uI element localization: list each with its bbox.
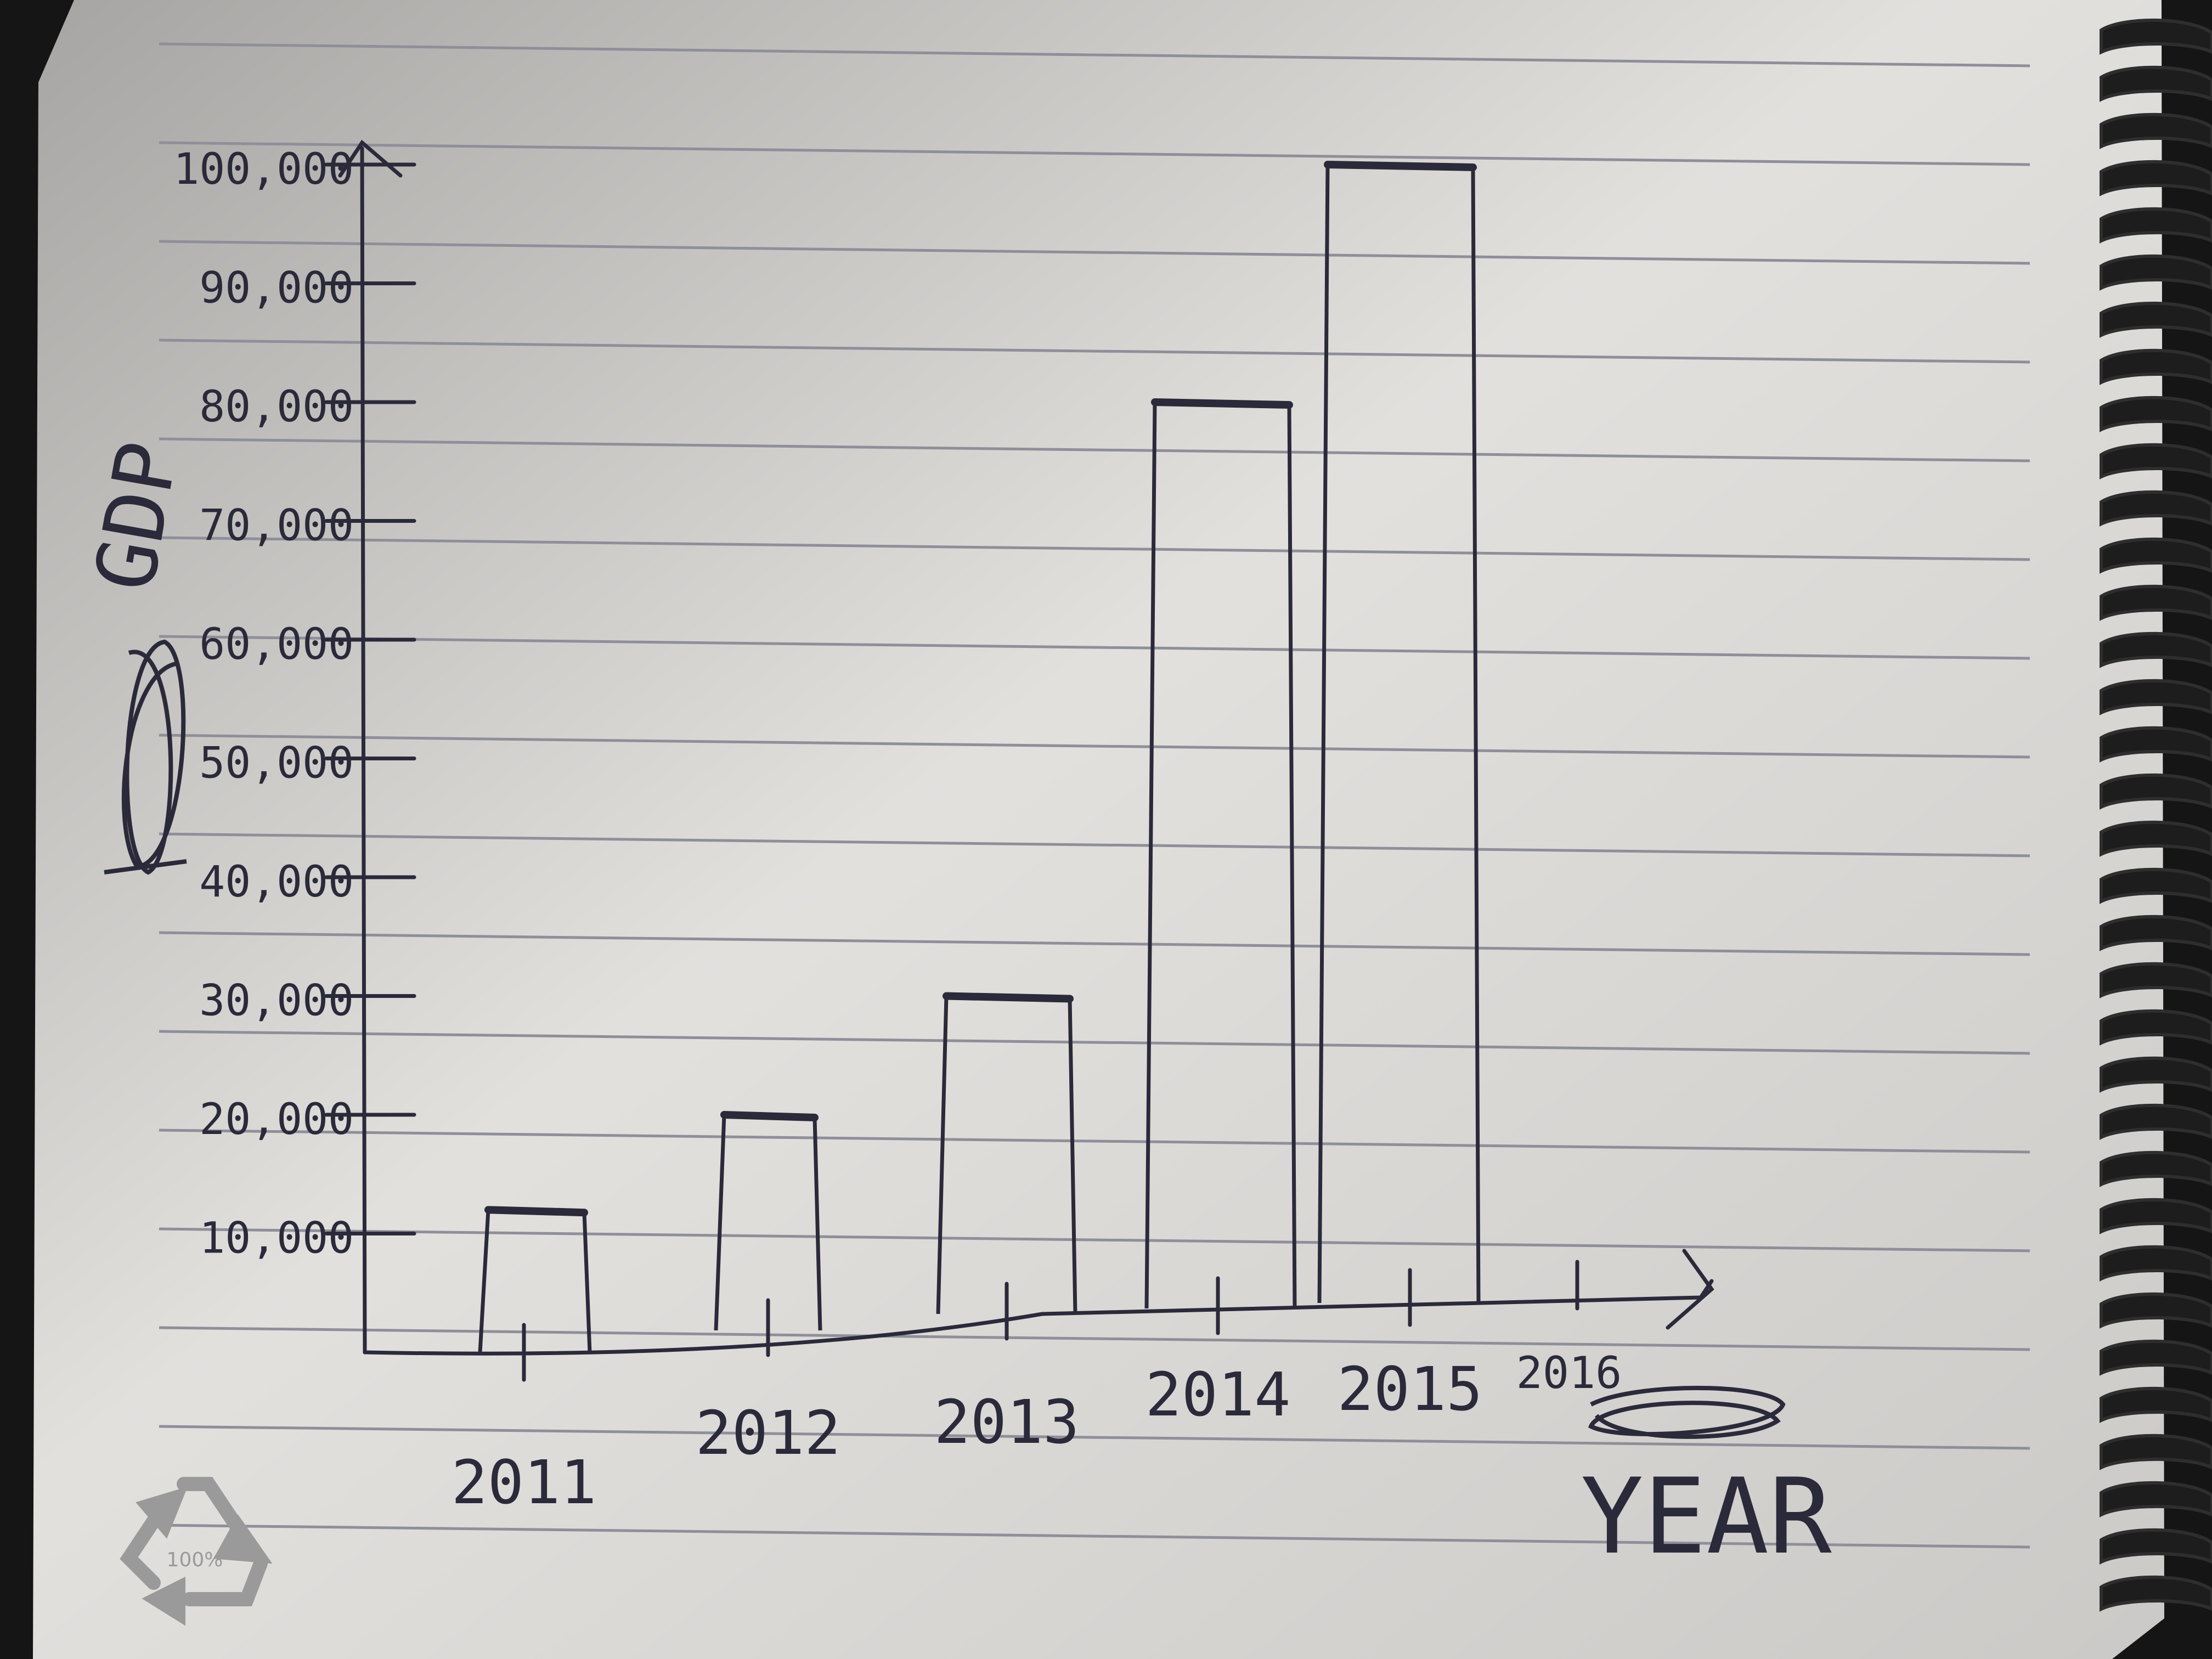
ruled-line xyxy=(159,1030,2030,1055)
x-axis-arrow xyxy=(1666,1249,1714,1330)
y-tick-label: 10,000 xyxy=(199,1214,354,1263)
spiral-ring xyxy=(2100,1103,2212,1140)
spiral-ring xyxy=(2100,1528,2212,1565)
ruled-line xyxy=(159,1326,2030,1351)
spiral-ring xyxy=(2100,490,2212,527)
ruled-line xyxy=(159,733,2030,759)
spiral-ring xyxy=(2100,396,2212,432)
spiral-ring xyxy=(2100,1245,2212,1282)
spiral-ring xyxy=(2100,820,2212,857)
bar-top-mark xyxy=(720,1111,819,1121)
spiral-ring xyxy=(2100,962,2212,998)
x-tick-label: 2012 xyxy=(696,1398,841,1468)
ruled-line xyxy=(159,1227,2030,1252)
ruled-line xyxy=(159,832,2030,857)
y-tick-label: 60,000 xyxy=(199,620,354,669)
spiral-ring xyxy=(2100,867,2212,904)
spiral-ring xyxy=(2100,584,2212,621)
ruled-line xyxy=(159,1128,2030,1154)
x-tick-label: 2014 xyxy=(1146,1359,1291,1430)
x-axis-line xyxy=(363,1279,1714,1356)
recycle-icon: 100% xyxy=(120,1477,273,1626)
spiral-ring xyxy=(2100,1009,2212,1046)
spiral-ring xyxy=(2100,1339,2212,1376)
spiral-ring xyxy=(2100,112,2212,149)
bar-group xyxy=(478,161,1481,1353)
y-tick-label: 50,000 xyxy=(199,739,354,788)
spiral-ring xyxy=(2100,348,2212,385)
ruled-line xyxy=(159,338,2030,364)
x-tick-group: 2011 2012 2013 2014 2015 2016 xyxy=(452,1260,1622,1517)
ruled-line xyxy=(159,437,2030,462)
bar-top-mark xyxy=(1151,398,1293,409)
spiral-ring xyxy=(2100,773,2212,810)
spiral-ring xyxy=(2100,18,2212,55)
y-tick-label: 100,000 xyxy=(173,145,354,194)
spiral-ring xyxy=(2100,160,2212,196)
y-tick-label: 80,000 xyxy=(199,382,354,432)
spiral-ring xyxy=(2100,1481,2212,1517)
x-tick-label: 2011 xyxy=(452,1447,597,1517)
spiral-ring xyxy=(2100,1150,2212,1187)
spiral-ring xyxy=(2100,726,2212,763)
spiral-ring xyxy=(2100,915,2212,951)
spiral-binding xyxy=(2100,18,2212,1612)
spiral-ring xyxy=(2100,537,2212,574)
y-tick-label: 20,000 xyxy=(199,1095,354,1144)
spiral-ring xyxy=(2100,679,2212,715)
ruled-lines xyxy=(159,42,2030,1549)
x-tick-label: 2015 xyxy=(1338,1354,1483,1424)
y-axis-line xyxy=(360,146,367,1355)
spiral-ring xyxy=(2100,1434,2212,1470)
ruled-line xyxy=(159,240,2030,265)
ruled-line xyxy=(159,536,2030,561)
spiral-ring xyxy=(2100,1056,2212,1093)
bar-top-mark xyxy=(484,1206,588,1217)
y-tick-label: 40,000 xyxy=(199,857,354,907)
spiral-ring xyxy=(2100,1198,2212,1234)
crossed-out-scribble xyxy=(1588,1386,1786,1439)
y-tick-label: 30,000 xyxy=(199,977,354,1026)
y-tick-label: 90,000 xyxy=(199,264,354,313)
x-tick-label: 2016 xyxy=(1516,1347,1622,1398)
y-tick-label: 70,000 xyxy=(199,501,354,551)
spiral-ring xyxy=(2100,207,2212,244)
x-axis-label: YEAR xyxy=(1581,1456,1832,1577)
ruled-line xyxy=(159,1523,2030,1549)
ruled-line xyxy=(159,42,2030,67)
spiral-ring xyxy=(2100,1575,2212,1612)
spiral-ring xyxy=(2100,65,2212,102)
ruled-line xyxy=(159,1425,2030,1450)
spiral-ring xyxy=(2100,254,2212,291)
recycle-label: 100% xyxy=(167,1549,223,1571)
ruled-line xyxy=(159,635,2030,660)
crossed-out-scribble xyxy=(104,639,187,875)
bar-top-mark xyxy=(1324,161,1477,171)
paper-shadow xyxy=(33,0,2164,1659)
spiral-ring xyxy=(2100,443,2212,479)
spiral-ring xyxy=(2100,301,2212,338)
y-tick-group: 10,000 20,000 30,000 40,000 50,000 60,000 70,0… xyxy=(173,145,416,1263)
spiral-ring xyxy=(2100,1386,2212,1423)
ruled-line xyxy=(159,141,2030,166)
bar-top-mark xyxy=(943,992,1074,1003)
ruled-line xyxy=(159,931,2030,956)
x-tick-label: 2013 xyxy=(934,1387,1080,1457)
spiral-ring xyxy=(2100,1292,2212,1329)
spiral-ring xyxy=(2100,631,2212,668)
scribble-marks xyxy=(104,639,1786,1439)
